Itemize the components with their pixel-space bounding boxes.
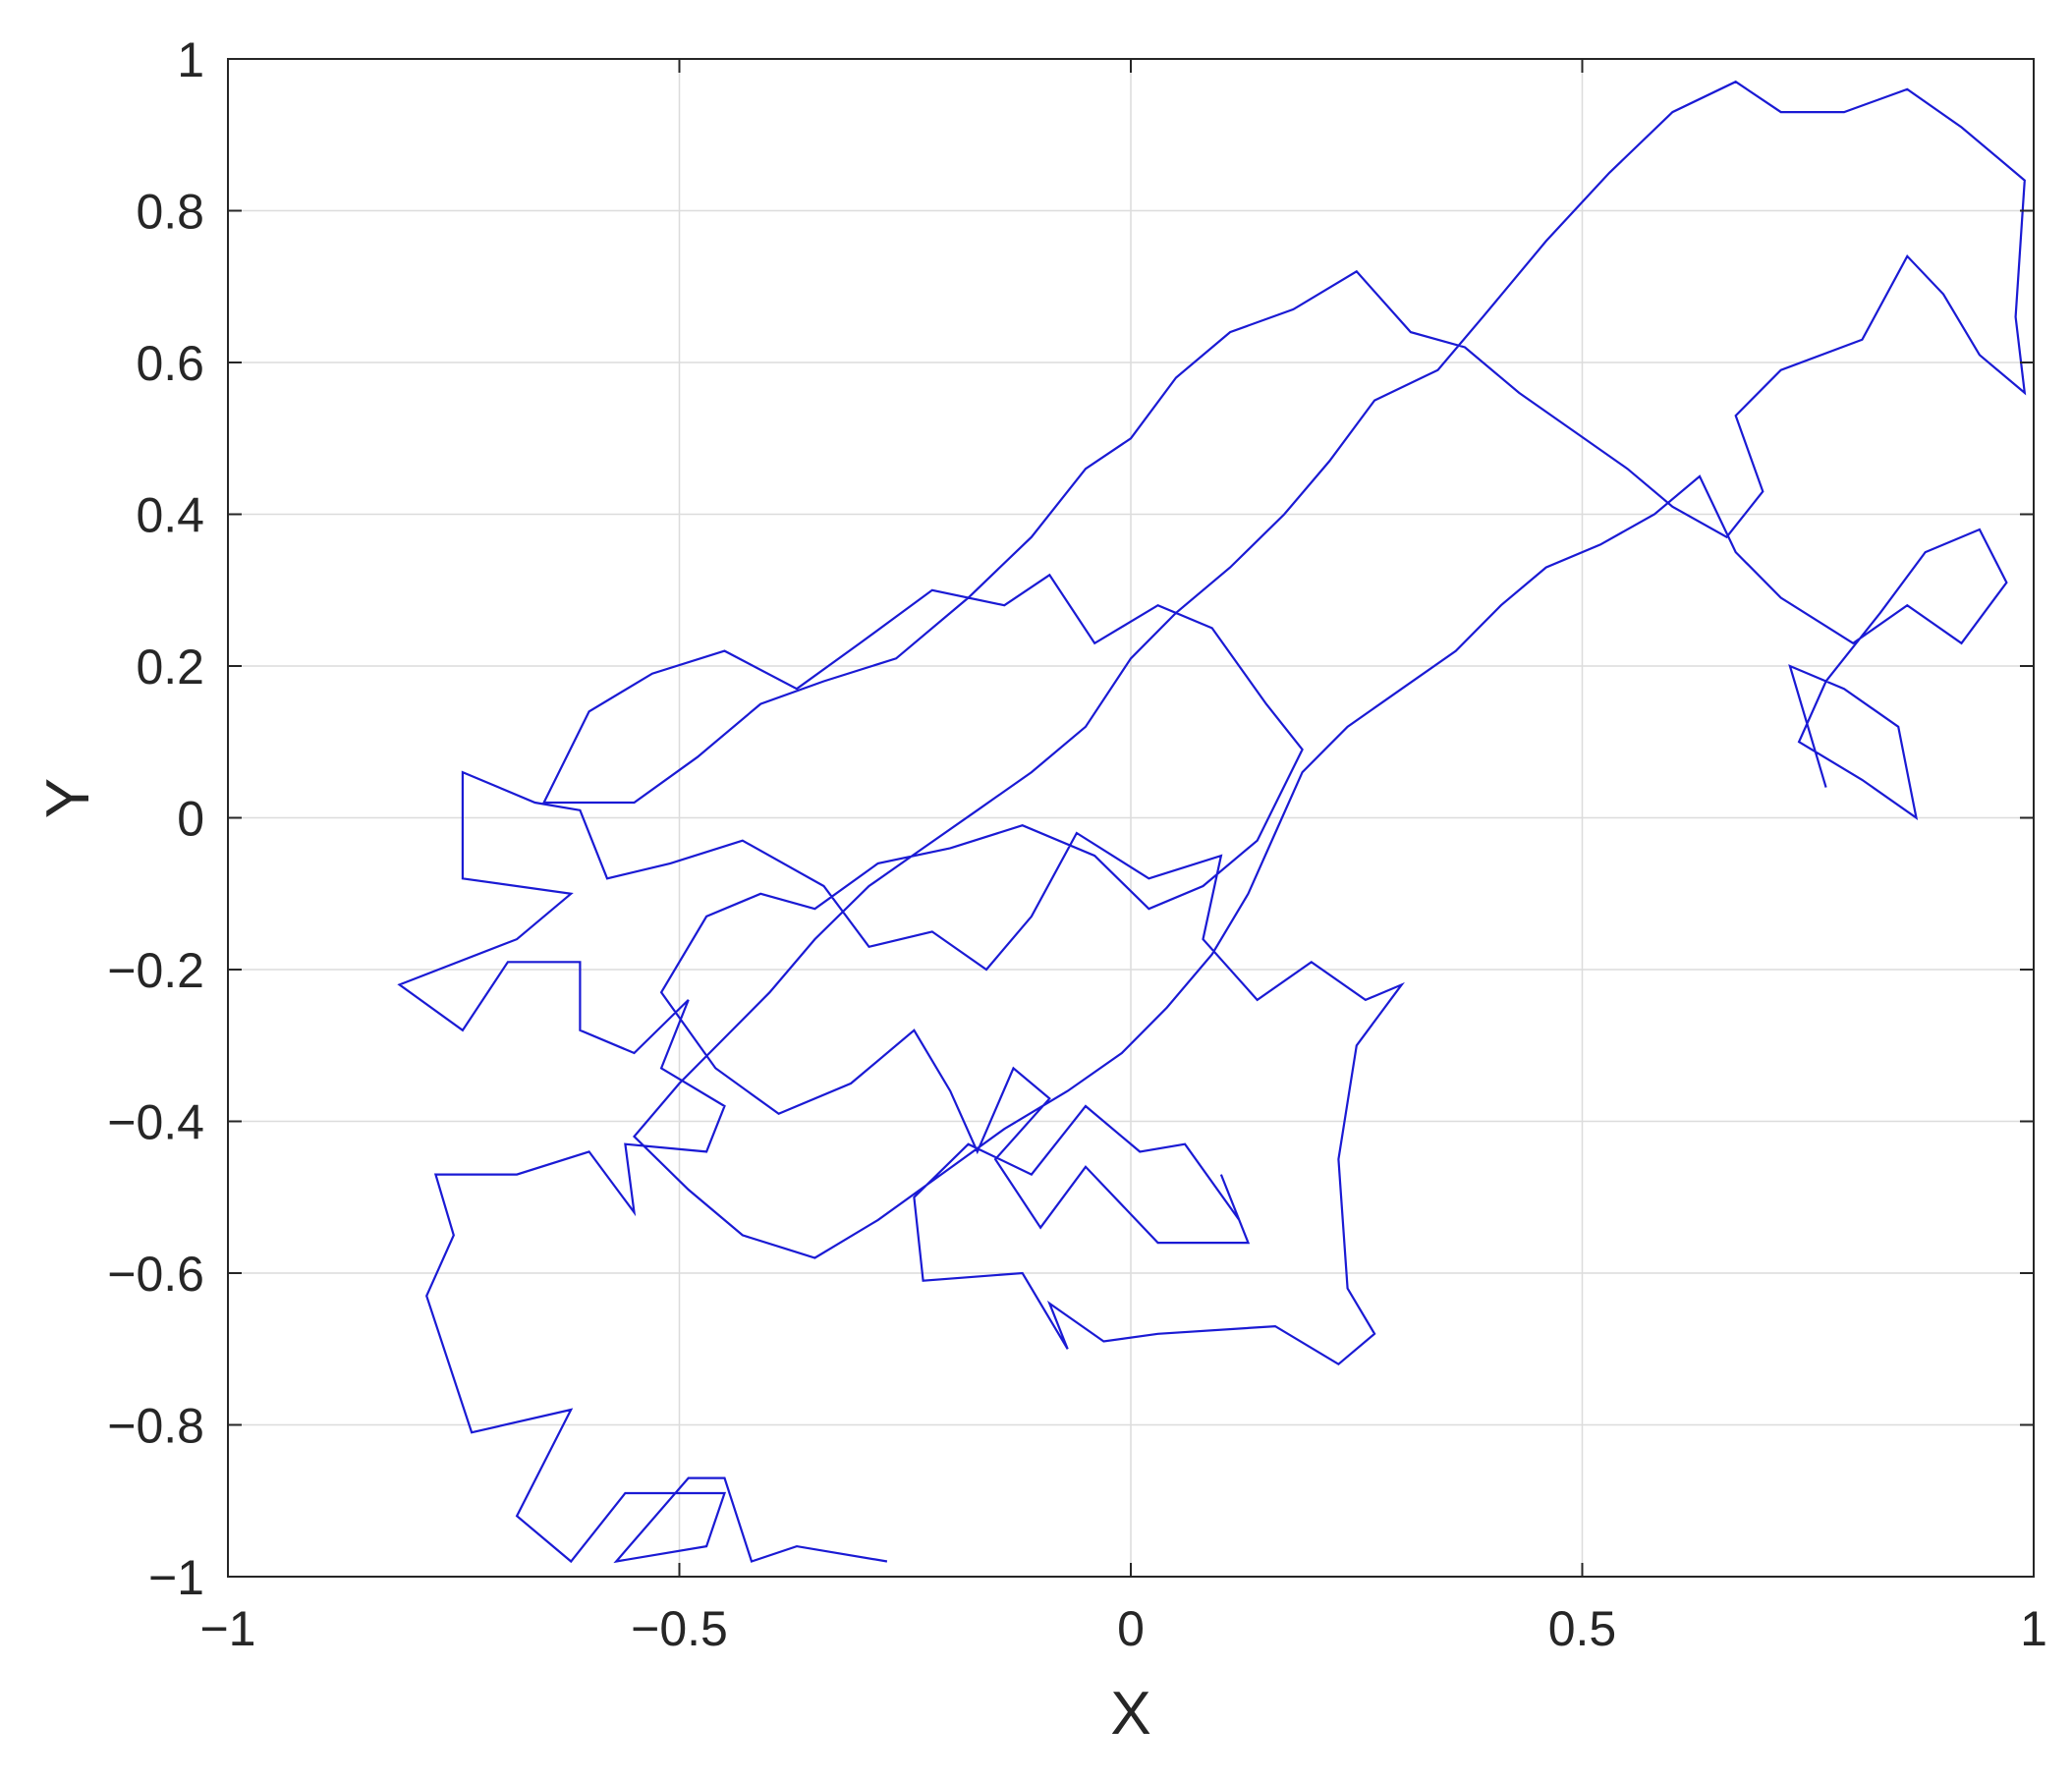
y-tick-label: 0.8 [136,185,204,240]
y-tick-label: 1 [177,32,204,87]
y-tick-label: −0.8 [107,1399,204,1454]
y-tick-label: 0.2 [136,640,204,695]
y-tick-label: 0.6 [136,336,204,391]
x-tick-label: 0.5 [1548,1601,1617,1656]
y-axis-label: Y [34,778,102,818]
x-axis-label: X [1110,1680,1150,1748]
ticks: −1 −0.5 0 0.5 1 −1 −0.8 −0.6 −0.4 −0.2 0 0.2 0.4 0.6 0… [107,32,2047,1656]
y-tick-label: 0.4 [136,488,204,543]
x-tick-label: 1 [2020,1601,2047,1656]
x-tick-label: 0 [1117,1601,1145,1656]
y-tick-label: −0.2 [107,943,204,998]
series-line [397,80,2027,1564]
y-tick-label: 0 [177,792,204,847]
y-tick-label: −1 [148,1550,204,1605]
y-tick-label: −0.4 [107,1095,204,1150]
x-tick-label: −1 [199,1601,255,1656]
y-tick-label: −0.6 [107,1247,204,1302]
x-tick-label: −0.5 [631,1601,728,1656]
series-layer [397,80,2027,1564]
